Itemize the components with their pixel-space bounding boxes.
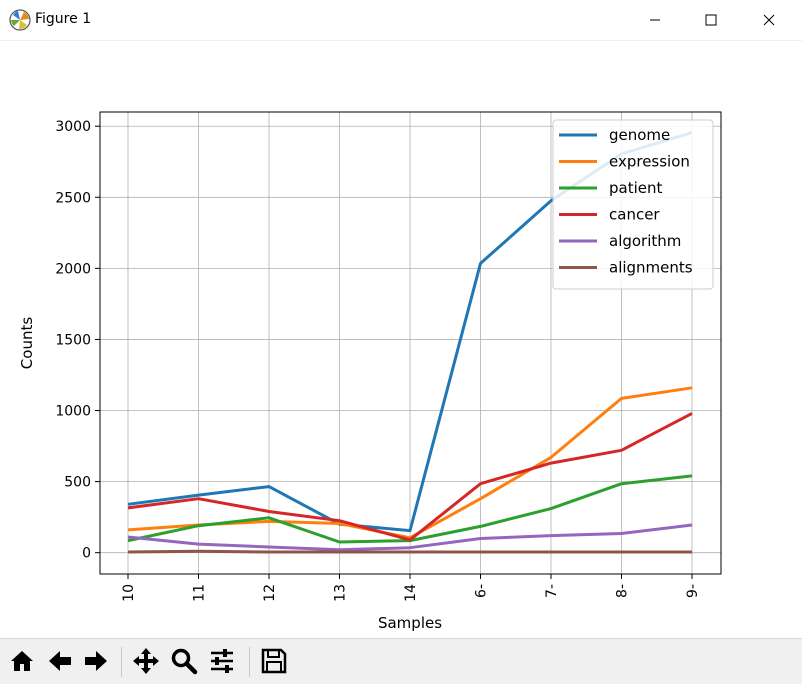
maximize-icon	[705, 14, 717, 26]
window-title: Figure 1	[35, 11, 92, 27]
zoom-icon	[171, 648, 198, 675]
toolbar-separator	[121, 647, 122, 677]
legend-label: patient	[609, 179, 662, 197]
title-bar: Figure 1	[0, 0, 802, 41]
line-chart: 0 500 1000 1500 2000 2500 3000 10 11 12 13 14 6- 7- 8…	[18, 111, 722, 632]
y-axis-label: Counts	[18, 317, 36, 370]
configure-subplots-icon	[211, 649, 233, 673]
x-tick-label: 12	[262, 584, 278, 602]
x-tick-label: 7-	[544, 584, 560, 598]
y-tick-label: 2000	[55, 261, 91, 277]
y-axis-ticks: 0 500 1000 1500 2000 2500 3000	[55, 119, 100, 562]
pan-button[interactable]	[130, 645, 162, 677]
y-tick-label: 500	[64, 475, 91, 491]
legend: genome expression patient cancer algorithm al…	[552, 119, 714, 290]
series-line-cancer	[127, 412, 693, 542]
y-tick-label: 1500	[55, 332, 91, 348]
legend-label: cancer	[609, 206, 660, 224]
series-line-alignments	[127, 549, 692, 554]
x-tick-label: 13	[333, 584, 349, 602]
zoom-button[interactable]	[168, 645, 200, 677]
y-tick-label: 1000	[55, 404, 91, 420]
x-tick-label: 6-	[474, 584, 490, 598]
legend-label: expression	[609, 153, 690, 171]
back-arrow-icon	[49, 651, 71, 671]
legend-label: algorithm	[609, 232, 681, 250]
close-button[interactable]	[746, 0, 792, 40]
toolbar-separator	[249, 647, 250, 677]
configure-subplots-button[interactable]	[206, 645, 238, 677]
navigation-toolbar	[0, 638, 802, 684]
close-icon	[763, 14, 775, 26]
minimize-icon	[650, 19, 660, 21]
x-tick-label: 10	[121, 584, 137, 602]
figure-canvas[interactable]: 0 500 1000 1500 2000 2500 3000 10 11 12 13 14 6- 7- 8…	[0, 40, 802, 638]
series-line-algorithm	[127, 523, 693, 552]
save-button[interactable]	[258, 645, 290, 677]
x-tick-label: 8-	[615, 584, 631, 598]
back-button[interactable]	[44, 645, 76, 677]
home-icon	[11, 651, 33, 671]
legend-label: genome	[609, 126, 670, 144]
maximize-button[interactable]	[688, 0, 734, 40]
y-tick-label: 3000	[55, 119, 91, 135]
x-tick-label: 11	[192, 584, 208, 602]
save-icon	[261, 648, 287, 674]
x-axis-label: Samples	[378, 614, 442, 632]
x-axis-ticks: 10 11 12 13 14 6- 7- 8- 9-	[121, 574, 701, 602]
forward-arrow-icon	[85, 651, 107, 671]
pan-icon	[133, 648, 159, 674]
y-tick-label: 0	[82, 546, 91, 562]
y-tick-label: 2500	[55, 190, 91, 206]
legend-label: alignments	[609, 259, 693, 277]
home-button[interactable]	[6, 645, 38, 677]
x-tick-label: 9-	[685, 584, 701, 598]
forward-button[interactable]	[80, 645, 112, 677]
matplotlib-logo-icon	[9, 9, 31, 31]
x-tick-label: 14	[403, 584, 419, 602]
minimize-button[interactable]	[632, 0, 678, 40]
